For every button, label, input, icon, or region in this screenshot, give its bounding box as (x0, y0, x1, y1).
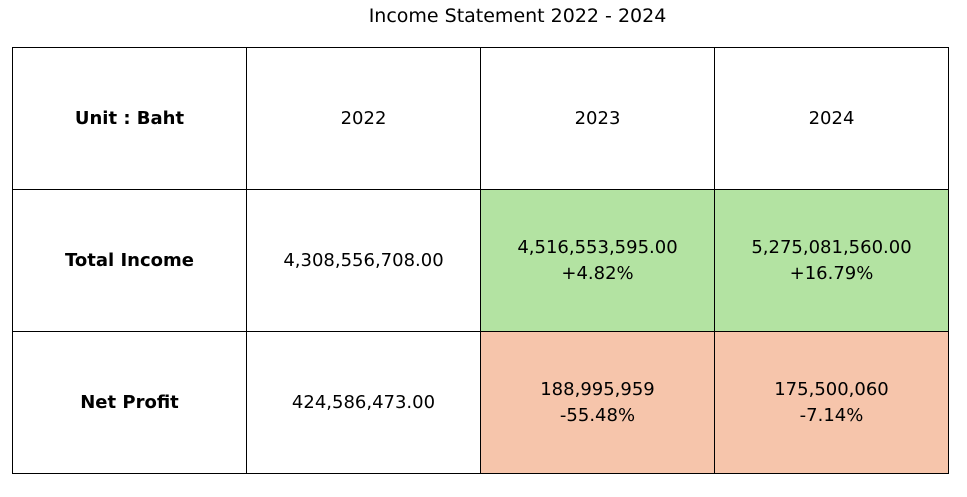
cell-value: 188,995,959 (540, 378, 655, 400)
cell-value: 5,275,081,560.00 (751, 236, 912, 258)
unit-label: Unit : Baht (74, 107, 185, 129)
table-row-total-income: Total Income 4,308,556,708.00 4,516,553,… (12, 189, 949, 332)
income-statement-table: Unit : Baht 2022 2023 2024 Total Income … (12, 47, 949, 474)
cell-change: -55.48% (559, 404, 636, 426)
cell-value: 175,500,060 (774, 378, 889, 400)
cell-value: 4,308,556,708.00 (283, 249, 444, 271)
row-label: Total Income (65, 249, 194, 271)
cell-value: 424,586,473.00 (291, 391, 436, 413)
row-label-total-income: Total Income (12, 189, 247, 332)
total-income-2023-cell: 4,516,553,595.00 +4.82% (480, 189, 715, 332)
total-income-2022-cell: 4,308,556,708.00 (246, 189, 481, 332)
cell-change: -7.14% (799, 404, 864, 426)
unit-label-cell: Unit : Baht (12, 47, 247, 190)
net-profit-2022-cell: 424,586,473.00 (246, 331, 481, 474)
year-header-2023: 2023 (480, 47, 715, 190)
page-title: Income Statement 2022 - 2024 (368, 5, 667, 27)
cell-change: +4.82% (561, 262, 634, 284)
net-profit-2023-cell: 188,995,959 -55.48% (480, 331, 715, 474)
row-label-net-profit: Net Profit (12, 331, 247, 474)
year-header-2022: 2022 (246, 47, 481, 190)
year-header-2024: 2024 (714, 47, 949, 190)
year-header-label: 2022 (340, 107, 387, 129)
year-header-label: 2024 (808, 107, 855, 129)
year-header-label: 2023 (574, 107, 621, 129)
table-header-row: Unit : Baht 2022 2023 2024 (12, 47, 949, 190)
cell-value: 4,516,553,595.00 (517, 236, 678, 258)
total-income-2024-cell: 5,275,081,560.00 +16.79% (714, 189, 949, 332)
net-profit-2024-cell: 175,500,060 -7.14% (714, 331, 949, 474)
cell-change: +16.79% (789, 262, 874, 284)
table-row-net-profit: Net Profit 424,586,473.00 188,995,959 -5… (12, 331, 949, 474)
row-label: Net Profit (80, 391, 179, 413)
